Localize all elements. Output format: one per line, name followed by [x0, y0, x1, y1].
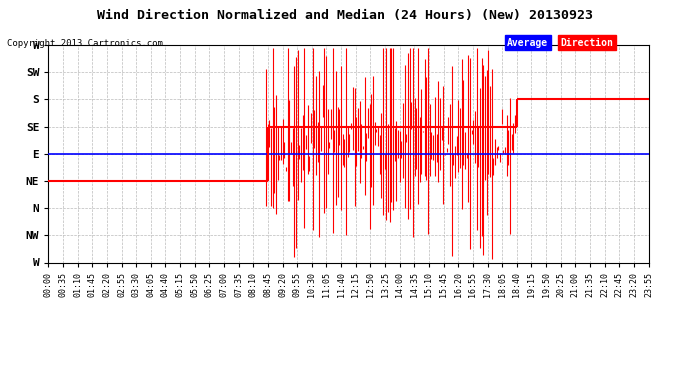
Text: Average: Average: [507, 38, 549, 48]
Text: Wind Direction Normalized and Median (24 Hours) (New) 20130923: Wind Direction Normalized and Median (24…: [97, 9, 593, 22]
Text: Direction: Direction: [560, 38, 613, 48]
Text: Copyright 2013 Cartronics.com: Copyright 2013 Cartronics.com: [7, 39, 163, 48]
